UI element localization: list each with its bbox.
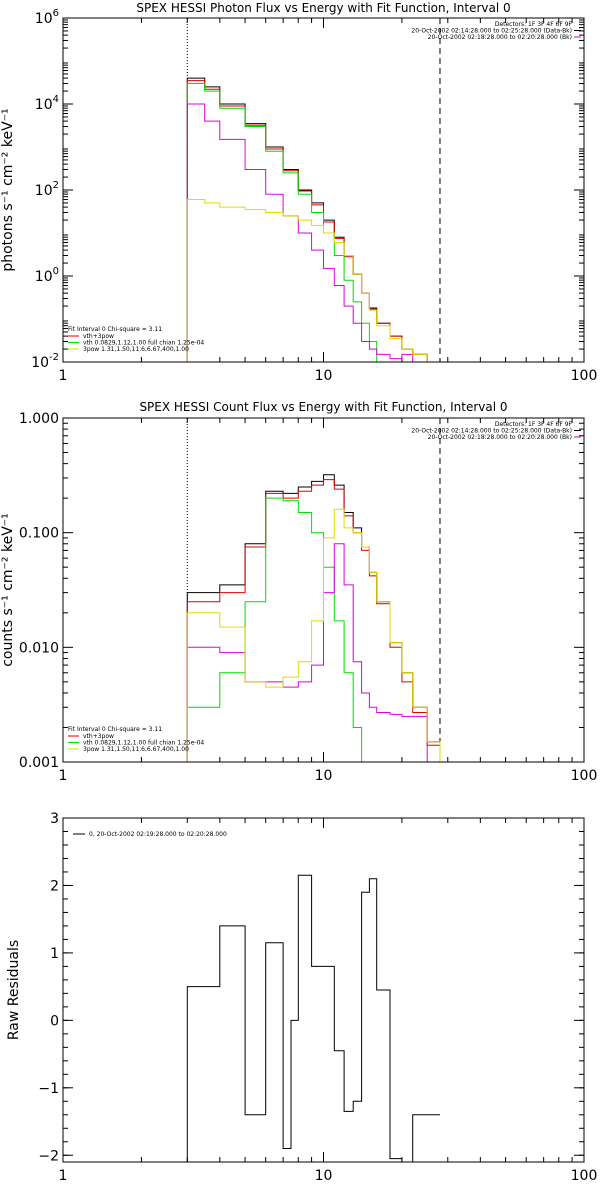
y-tick-base: 10 [35, 269, 53, 285]
y-tick-label: 102 [35, 180, 59, 199]
y-axis-label: photons s⁻¹ cm⁻² keV⁻¹ [0, 108, 16, 271]
plot-frame [62, 17, 585, 363]
y-tick-label: 3 [50, 811, 59, 827]
series-line-1 [186, 77, 441, 362]
y-tick-label: 2 [50, 878, 59, 894]
x-tick-label: 100 [571, 1168, 598, 1184]
legend-header: Fit Interval 0 Chi-square = 3.11 [68, 726, 162, 733]
series-line-3 [186, 83, 391, 362]
x-ticks [62, 818, 585, 1162]
series-line-3 [186, 497, 363, 762]
series-line-2 [186, 80, 441, 362]
plot-frame [62, 417, 585, 763]
info-line: 20-Oct-2002 02:14:28.000 to 02:25:28.000… [411, 428, 572, 435]
y-tick-label: 106 [35, 8, 59, 27]
y-tick-exponent: 2 [53, 180, 59, 191]
legend-entry: vth 0.0829,1.12,1.00 full chian 1.25e-04 [83, 740, 204, 747]
y-tick-base: 10 [35, 183, 53, 199]
legend-entry: vth+3pow [83, 333, 114, 340]
legend: 0, 20-Oct-2002 02:19:28.000 to 02:20:28.… [73, 831, 227, 838]
y-tick-label: 0.100 [19, 526, 59, 542]
x-tick-label: 100 [571, 768, 598, 784]
x-tick-label: 10 [315, 368, 333, 384]
chart-panel-2: SPEX HESSI Count Flux vs Energy with Fit… [0, 400, 598, 784]
legend: Fit Interval 0 Chi-square = 3.11vth+3pow… [68, 326, 204, 353]
legend-entry: vth+3pow [83, 733, 114, 740]
x-tick-label: 10 [315, 768, 333, 784]
y-tick-base: 10 [31, 355, 49, 371]
y-tick-base: 10 [35, 97, 53, 113]
info-line: 20-Oct-2002 02:18:28.000 to 02:20:28.000… [428, 434, 572, 441]
series-line-4 [186, 103, 428, 362]
y-tick-label: 100 [35, 266, 59, 285]
y-axis-label: Raw Residuals [6, 940, 22, 1040]
y-ticks [63, 817, 584, 1156]
info-line: Detectors: 1F 3F 4F 6F 9F [495, 21, 573, 28]
legend-entry: 3pow 1.31,1.50,11.6,6.67,400,1.00 [83, 746, 189, 753]
y-tick-exponent: 0 [53, 266, 59, 277]
y-tick-label: 104 [35, 94, 59, 113]
series-line-5 [186, 508, 441, 762]
legend-header: Fit Interval 0 Chi-square = 3.11 [68, 326, 162, 333]
y-tick-exponent: 6 [53, 8, 59, 19]
x-tick-label: 1 [59, 1168, 68, 1184]
y-tick-label: −1 [38, 1081, 59, 1097]
x-ticks [62, 18, 585, 362]
series-line-2 [186, 479, 441, 762]
info-line: Detectors: 1F 3F 4F 6F 9F [495, 421, 573, 428]
chart-panel-3: Raw Residuals 1 10 100 −2 −1 0 1 2 3 0, 20-Oct-200… [6, 811, 597, 1184]
y-tick-label: 0.010 [19, 640, 59, 656]
series-group [186, 874, 440, 1162]
legend-entry: 0, 20-Oct-2002 02:19:28.000 to 02:20:28.… [89, 831, 227, 838]
chart-panel-1: SPEX HESSI Photon Flux vs Energy with Fi… [0, 1, 598, 384]
plot-frame [62, 817, 585, 1163]
y-tick-label: 1.000 [19, 411, 59, 427]
x-tick-label: 10 [315, 1168, 333, 1184]
y-tick-label: 0.001 [19, 755, 59, 771]
legend: Fit Interval 0 Chi-square = 3.11vth+3pow… [68, 726, 204, 753]
series-line-1 [186, 474, 441, 762]
chart-title: SPEX HESSI Count Flux vs Energy with Fit… [139, 400, 507, 414]
legend-entry: vth 0.0829,1.12,1.00 full chian 1.25e-04 [83, 340, 204, 347]
info-line: 20-Oct-2002 02:14:28.000 to 02:25:28.000… [411, 28, 572, 35]
series-line-5 [186, 199, 441, 362]
y-tick-label: 1 [50, 946, 59, 962]
x-tick-label: 100 [571, 368, 598, 384]
y-axis-label: counts s⁻¹ cm⁻² keV⁻¹ [0, 513, 16, 667]
y-tick-label: 10-2 [31, 352, 59, 371]
series-group [186, 474, 441, 762]
info-line: 20-Oct-2002 02:18:28.000 to 02:20:28.000… [428, 34, 572, 41]
y-tick-label: −2 [38, 1148, 59, 1164]
chart-title: SPEX HESSI Photon Flux vs Energy with Fi… [136, 1, 510, 15]
series-group [186, 77, 441, 362]
y-tick-exponent: 4 [53, 94, 59, 105]
y-ticks [63, 17, 584, 363]
series-line-1 [186, 874, 440, 1162]
x-tick-label: 1 [59, 368, 68, 384]
series-line-4 [186, 543, 428, 762]
legend-entry: 3pow 1.31,1.50,11.6,6.67,400,1.00 [83, 346, 189, 353]
y-tick-base: 10 [35, 11, 53, 27]
y-tick-label: 0 [50, 1013, 59, 1029]
y-tick-exponent: -2 [49, 352, 59, 363]
x-tick-label: 1 [59, 768, 68, 784]
